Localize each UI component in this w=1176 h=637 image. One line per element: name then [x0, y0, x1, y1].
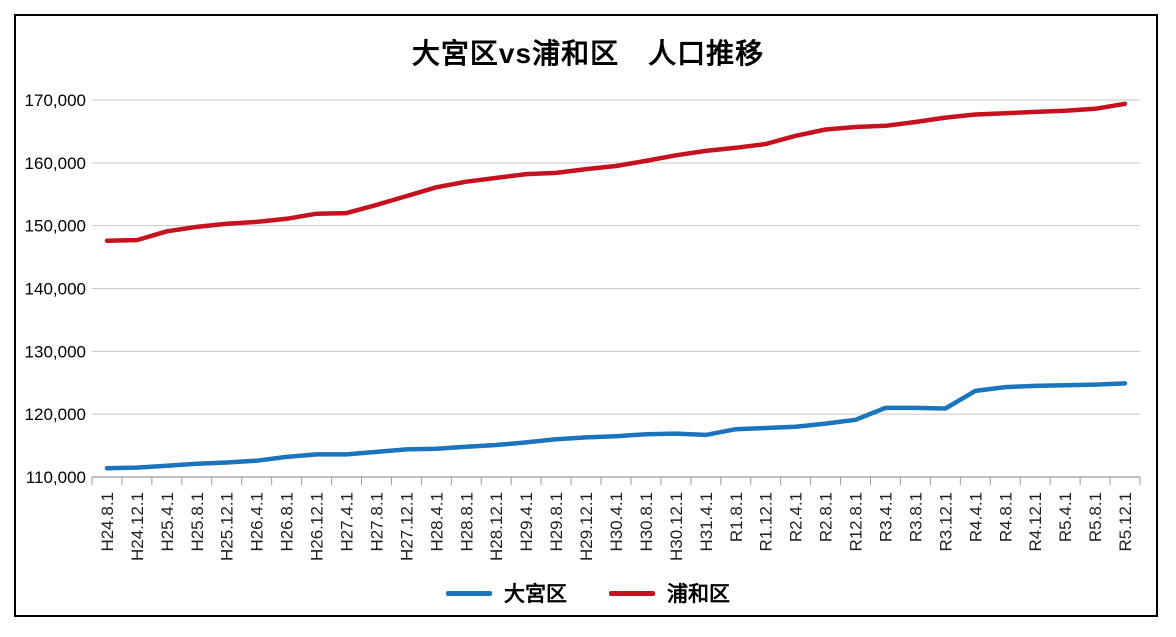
y-axis-tick-label: 120,000 — [25, 405, 86, 424]
x-axis-tick-label: H26.4.1 — [248, 492, 267, 552]
x-axis-tick-label: H27.12.1 — [397, 492, 416, 561]
chart-title: 大宮区vs浦和区 人口推移 — [411, 38, 765, 69]
x-axis-tick-label: R5.8.1 — [1086, 492, 1105, 542]
y-axis-tick-label: 110,000 — [26, 468, 86, 487]
x-axis-tick-label: H30.12.1 — [667, 492, 686, 561]
x-axis-tick-label: H31.4.1 — [697, 492, 716, 552]
x-axis-tick-label: R4.8.1 — [996, 492, 1015, 542]
x-axis-tick-label: H30.8.1 — [637, 492, 656, 552]
x-axis-tick-label: R1.8.1 — [727, 492, 746, 542]
x-axis-tick-label: H28.4.1 — [427, 492, 446, 552]
x-axis-tick-label: H25.8.1 — [188, 492, 207, 552]
legend: 大宮区 浦和区 — [0, 580, 1176, 606]
x-axis-tick-label: R5.12.1 — [1116, 492, 1135, 552]
legend-swatch-urawa — [609, 590, 655, 596]
x-axis-tick-label: R2.8.1 — [817, 492, 836, 542]
x-axis-tick-label: R1.12.1 — [757, 492, 776, 552]
y-axis-tick-label: 130,000 — [25, 342, 86, 361]
y-axis-tick-label: 170,000 — [25, 91, 86, 110]
x-axis-tick-label: R2.4.1 — [787, 492, 806, 542]
x-axis-tick-label: H26.8.1 — [278, 492, 297, 552]
x-axis-tick-label: H25.4.1 — [158, 492, 177, 552]
y-axis-tick-label: 150,000 — [25, 217, 86, 236]
x-axis-tick-label: H27.4.1 — [338, 492, 357, 552]
x-axis-tick-label: H28.8.1 — [457, 492, 476, 552]
legend-swatch-omiya — [446, 590, 492, 596]
x-axis-tick-label: R3.12.1 — [936, 492, 955, 552]
x-axis-tick-label: H28.12.1 — [487, 492, 506, 561]
x-axis-tick-label: R4.12.1 — [1026, 492, 1045, 552]
x-axis-tick-label: H29.12.1 — [577, 492, 596, 561]
legend-label-omiya: 大宮区 — [504, 583, 567, 606]
x-axis-tick-label: H27.8.1 — [367, 492, 386, 552]
x-axis-tick-label: H24.12.1 — [128, 492, 147, 561]
y-axis-tick-label: 160,000 — [25, 154, 86, 173]
x-axis-tick-label: H29.8.1 — [547, 492, 566, 552]
x-axis-tick-label: H24.8.1 — [98, 492, 117, 552]
series-line-urawa — [104, 101, 1128, 243]
x-axis-tick-label: H25.12.1 — [218, 492, 237, 561]
x-axis-tick-label: R12.8.1 — [847, 492, 866, 552]
y-axis-tick-label: 140,000 — [25, 280, 86, 299]
series-line-omiya — [104, 381, 1128, 471]
x-axis-tick-label: R3.8.1 — [906, 492, 925, 542]
x-axis-tick-label: R4.4.1 — [966, 492, 985, 542]
x-axis-tick-label: H26.12.1 — [308, 492, 327, 561]
x-axis-tick-label: H30.4.1 — [607, 492, 626, 552]
x-axis-tick-label: H29.4.1 — [517, 492, 536, 552]
x-axis-tick-label: R5.4.1 — [1056, 492, 1075, 542]
x-axis-tick-label: R3.4.1 — [876, 492, 895, 542]
legend-label-urawa: 浦和区 — [667, 583, 730, 606]
